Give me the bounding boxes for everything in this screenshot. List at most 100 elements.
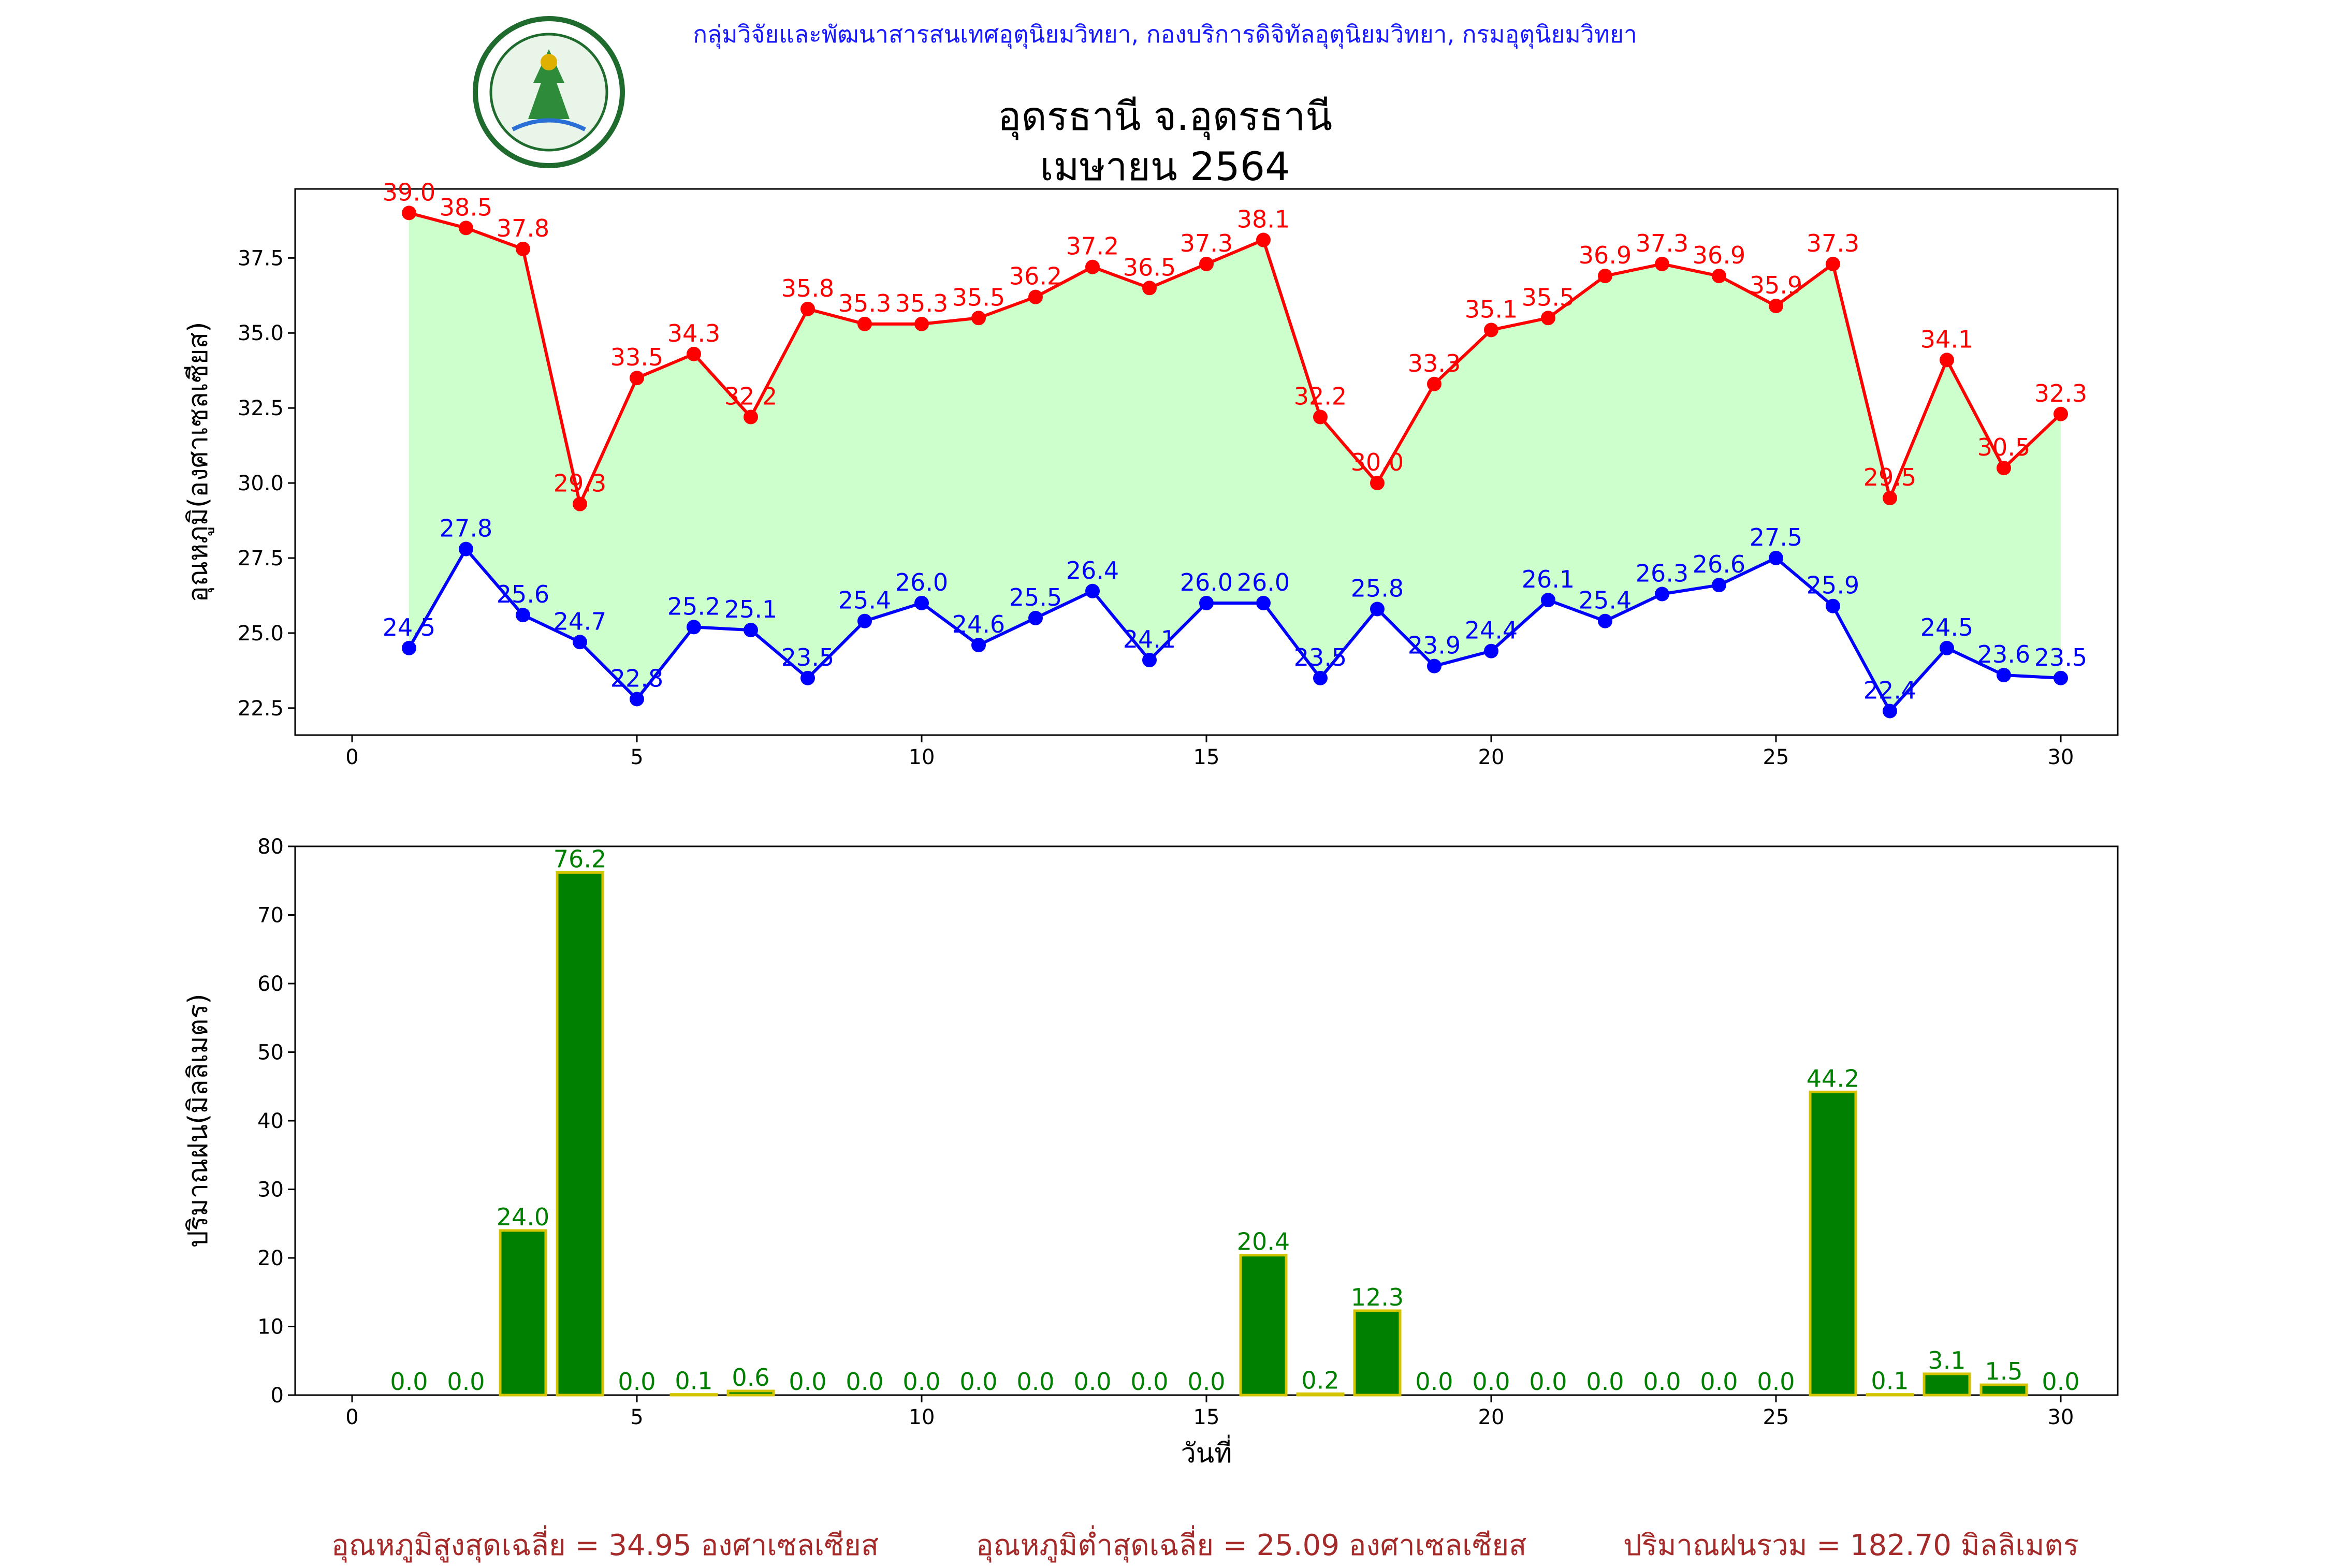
y-tick-label: 35.0 — [238, 321, 284, 345]
max-temp-point — [914, 316, 929, 331]
rainfall-ylabel: ปริมาณฝน(มิลลิเมตร) — [183, 993, 214, 1248]
max-temp-point — [800, 301, 815, 316]
y-tick-label: 70 — [257, 904, 284, 928]
min-temp-point — [1826, 598, 1840, 613]
max-temp-label: 35.5 — [952, 283, 1005, 311]
min-temp-point — [1370, 602, 1385, 617]
min-temp-point — [1712, 578, 1726, 593]
max-temp-point — [1085, 259, 1100, 274]
x-tick-label: 5 — [630, 1405, 643, 1429]
rainfall-value-label: 0.0 — [1415, 1368, 1453, 1396]
rainfall-value-label: 0.0 — [1130, 1368, 1168, 1396]
max-temp-point — [1940, 353, 1954, 368]
rainfall-value-label: 0.2 — [1301, 1366, 1339, 1394]
rainfall-value-label: 0.0 — [789, 1368, 826, 1396]
rainfall-value-label: 0.0 — [1529, 1368, 1567, 1396]
max-temp-label: 35.1 — [1465, 295, 1518, 323]
temperature-chart: 0 5 10 15 20 25 30 22.5 25.0 27.5 30.0 32.5 35.0 37.5… — [183, 178, 2119, 769]
min-temp-label: 24.1 — [1123, 625, 1176, 653]
max-temp-point — [630, 371, 644, 386]
max-temp-label: 30.0 — [1351, 448, 1404, 476]
y-tick-label: 32.5 — [238, 397, 284, 420]
max-temp-label: 36.5 — [1123, 253, 1176, 281]
min-temp-point — [516, 608, 530, 623]
rainfall-value-label: 0.0 — [1073, 1368, 1111, 1396]
min-temp-point — [687, 620, 701, 635]
rainfall-value-label: 0.0 — [447, 1368, 485, 1396]
min-temp-point — [1883, 704, 1897, 719]
min-temp-label: 25.4 — [838, 587, 891, 614]
min-temp-label: 26.1 — [1522, 565, 1575, 593]
y-tick-label: 40 — [257, 1109, 284, 1133]
max-temp-label: 30.5 — [1977, 433, 2030, 461]
min-temp-point — [459, 541, 473, 556]
min-temp-label: 24.6 — [952, 610, 1005, 638]
min-temp-point — [1028, 610, 1043, 625]
y-tick-label: 0 — [271, 1384, 284, 1408]
min-temp-point — [1427, 658, 1441, 673]
max-temp-point — [516, 241, 530, 256]
max-temp-label: 35.8 — [781, 274, 834, 302]
max-temp-label: 29.5 — [1863, 463, 1916, 491]
min-temp-point — [1940, 640, 1954, 655]
max-temp-label: 37.2 — [1066, 232, 1119, 260]
footer-total-rain: ปริมาณฝนรวม = 182.70 มิลลิเมตร — [1623, 1529, 2079, 1562]
max-temp-point — [573, 496, 587, 511]
x-tick-label: 0 — [345, 745, 358, 769]
rainfall-value-label: 0.0 — [902, 1368, 940, 1396]
min-temp-point — [744, 623, 758, 638]
rainfall-chart: 0 5 10 15 20 25 30 0 10 20 30 40 50 60 70 80 ปริมาณฝน(มิ… — [183, 835, 2119, 1469]
max-temp-label: 32.3 — [2034, 379, 2087, 407]
y-tick-label: 10 — [257, 1315, 284, 1339]
min-temp-point — [1085, 583, 1100, 598]
min-temp-point — [914, 595, 929, 610]
min-temp-label: 27.8 — [440, 515, 492, 543]
max-temp-label: 33.3 — [1408, 349, 1461, 377]
x-tick-label: 25 — [1763, 745, 1789, 769]
tmd-logo-icon — [473, 16, 625, 168]
rainfall-value-label: 0.1 — [675, 1367, 712, 1395]
y-tick-label: 50 — [257, 1041, 284, 1065]
max-temp-point — [1655, 256, 1669, 271]
x-tick-label: 15 — [1193, 1405, 1220, 1429]
x-tick-label: 10 — [909, 1405, 935, 1429]
rainfall-value-label: 20.4 — [1237, 1228, 1290, 1256]
max-temp-point — [1370, 476, 1385, 491]
min-temp-label: 24.4 — [1465, 617, 1518, 644]
rainfall-value-label: 0.0 — [1700, 1368, 1738, 1396]
min-temp-label: 25.1 — [724, 595, 777, 623]
min-temp-point — [971, 638, 986, 653]
min-temp-label: 23.6 — [1977, 640, 2030, 668]
max-temp-label: 32.2 — [1294, 383, 1347, 411]
rainfall-bar — [1809, 1090, 1857, 1397]
y-tick-label: 22.5 — [238, 697, 284, 721]
min-temp-label: 25.8 — [1351, 575, 1404, 603]
max-temp-label: 32.2 — [724, 383, 777, 411]
y-tick-label: 37.5 — [238, 246, 284, 270]
min-temp-label: 23.5 — [781, 643, 834, 671]
temperature-ylabel: อุณหภูมิ(องศาเซลเซียส) — [183, 322, 214, 603]
min-temp-label: 24.7 — [554, 607, 606, 635]
y-tick-label: 20 — [257, 1247, 284, 1270]
max-temp-line — [409, 211, 2062, 509]
credit-text: กลุ่มวิจัยและพัฒนาสารสนเทศอุตุนิยมวิทยา,… — [693, 20, 1637, 48]
rainfall-bar — [556, 871, 604, 1397]
min-temp-label: 23.5 — [2034, 643, 2087, 671]
x-tick-label: 20 — [1478, 1405, 1505, 1429]
min-temp-point — [1142, 653, 1157, 668]
max-temp-point — [1712, 269, 1726, 284]
rainfall-value-label: 0.0 — [846, 1368, 883, 1396]
min-temp-point — [1313, 670, 1328, 685]
rainfall-value-label: 0.0 — [1643, 1368, 1681, 1396]
y-tick-label: 27.5 — [238, 547, 284, 570]
min-temp-point — [1769, 550, 1783, 565]
rainfall-value-label: 0.0 — [1187, 1368, 1225, 1396]
rainfall-value-label: 1.5 — [1985, 1357, 2022, 1385]
max-temp-point — [1028, 289, 1043, 304]
min-temp-point — [1997, 668, 2011, 683]
rainfall-bar — [1923, 1372, 1971, 1397]
min-temp-point — [1484, 643, 1498, 658]
x-tick-label: 10 — [909, 745, 935, 769]
rainfall-value-label: 24.0 — [497, 1203, 549, 1231]
